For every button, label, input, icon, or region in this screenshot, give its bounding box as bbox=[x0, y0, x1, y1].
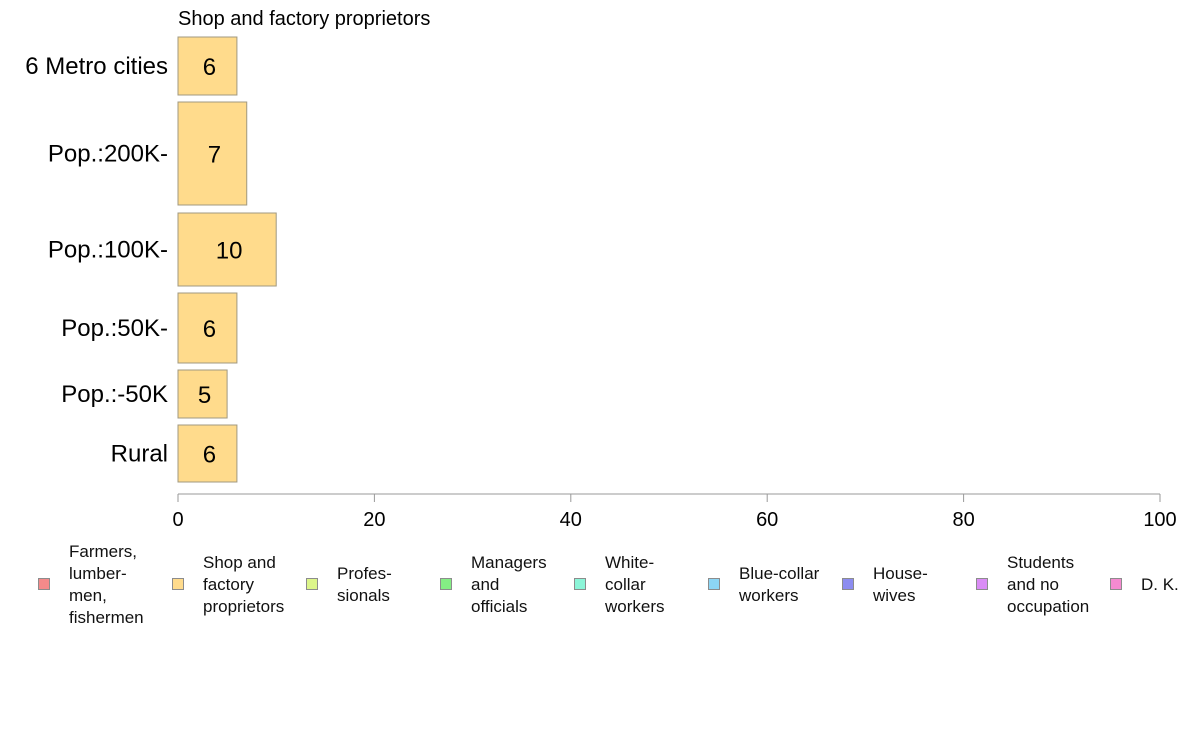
legend-label: White-collar workers bbox=[605, 553, 665, 616]
legend-swatch bbox=[38, 578, 50, 590]
category-label: Pop.:200K- bbox=[48, 141, 168, 168]
legend-swatch bbox=[842, 578, 854, 590]
bars-group: 6 Metro cities 6 Pop.:200K- 7 Pop.:100K- 10 Po… bbox=[25, 36, 277, 483]
bar-value-label: 6 bbox=[203, 54, 216, 81]
bar bbox=[177, 101, 248, 206]
category-label: Pop.:-50K bbox=[61, 381, 168, 408]
legend-label: D. K. bbox=[1141, 575, 1179, 594]
legend-label: House-wives bbox=[873, 564, 928, 605]
category-label: Pop.:100K- bbox=[48, 237, 168, 264]
chart-title: Shop and factory proprietors bbox=[178, 8, 430, 30]
legend-swatch bbox=[172, 578, 184, 590]
legend-swatch bbox=[976, 578, 988, 590]
legend-swatch bbox=[306, 578, 318, 590]
legend-label: Students and no occupation bbox=[1007, 553, 1090, 616]
bar bbox=[177, 424, 238, 483]
category-label: Rural bbox=[111, 441, 168, 468]
bar bbox=[177, 212, 277, 287]
bar-value-label: 7 bbox=[208, 142, 221, 169]
x-tick-label: 0 bbox=[172, 509, 183, 531]
legend-swatch bbox=[440, 578, 452, 590]
legend-label: Blue-collar workers bbox=[739, 564, 820, 605]
bar-value-label: 5 bbox=[198, 382, 211, 409]
x-tick-label: 60 bbox=[756, 509, 778, 531]
bar-value-label: 10 bbox=[216, 238, 243, 265]
x-tick-label: 20 bbox=[363, 509, 385, 531]
legend-swatch bbox=[1110, 578, 1122, 590]
category-label: 6 Metro cities bbox=[25, 53, 168, 80]
bar-value-label: 6 bbox=[203, 316, 216, 343]
legend-swatch bbox=[708, 578, 720, 590]
x-tick-label: 80 bbox=[952, 509, 974, 531]
bar bbox=[177, 36, 238, 96]
legend-swatch bbox=[574, 578, 586, 590]
category-label: Pop.:50K- bbox=[61, 315, 168, 342]
legend: Farmers, lumber-men, fishermen Shop and fact… bbox=[38, 542, 1188, 642]
x-tick-label: 40 bbox=[560, 509, 582, 531]
x-tick-label: 100 bbox=[1143, 509, 1176, 531]
legend-label: Farmers, lumber-men, fishermen bbox=[69, 542, 144, 627]
bar bbox=[177, 292, 238, 364]
legend-label: Managers and officials bbox=[471, 553, 547, 616]
legend-label: Profes-sionals bbox=[337, 564, 392, 605]
x-axis: 0 20 40 60 80 100 bbox=[172, 493, 1177, 531]
bar-value-label: 6 bbox=[203, 442, 216, 469]
legend-label: Shop and factory proprietors bbox=[203, 553, 285, 616]
bar bbox=[177, 369, 228, 419]
